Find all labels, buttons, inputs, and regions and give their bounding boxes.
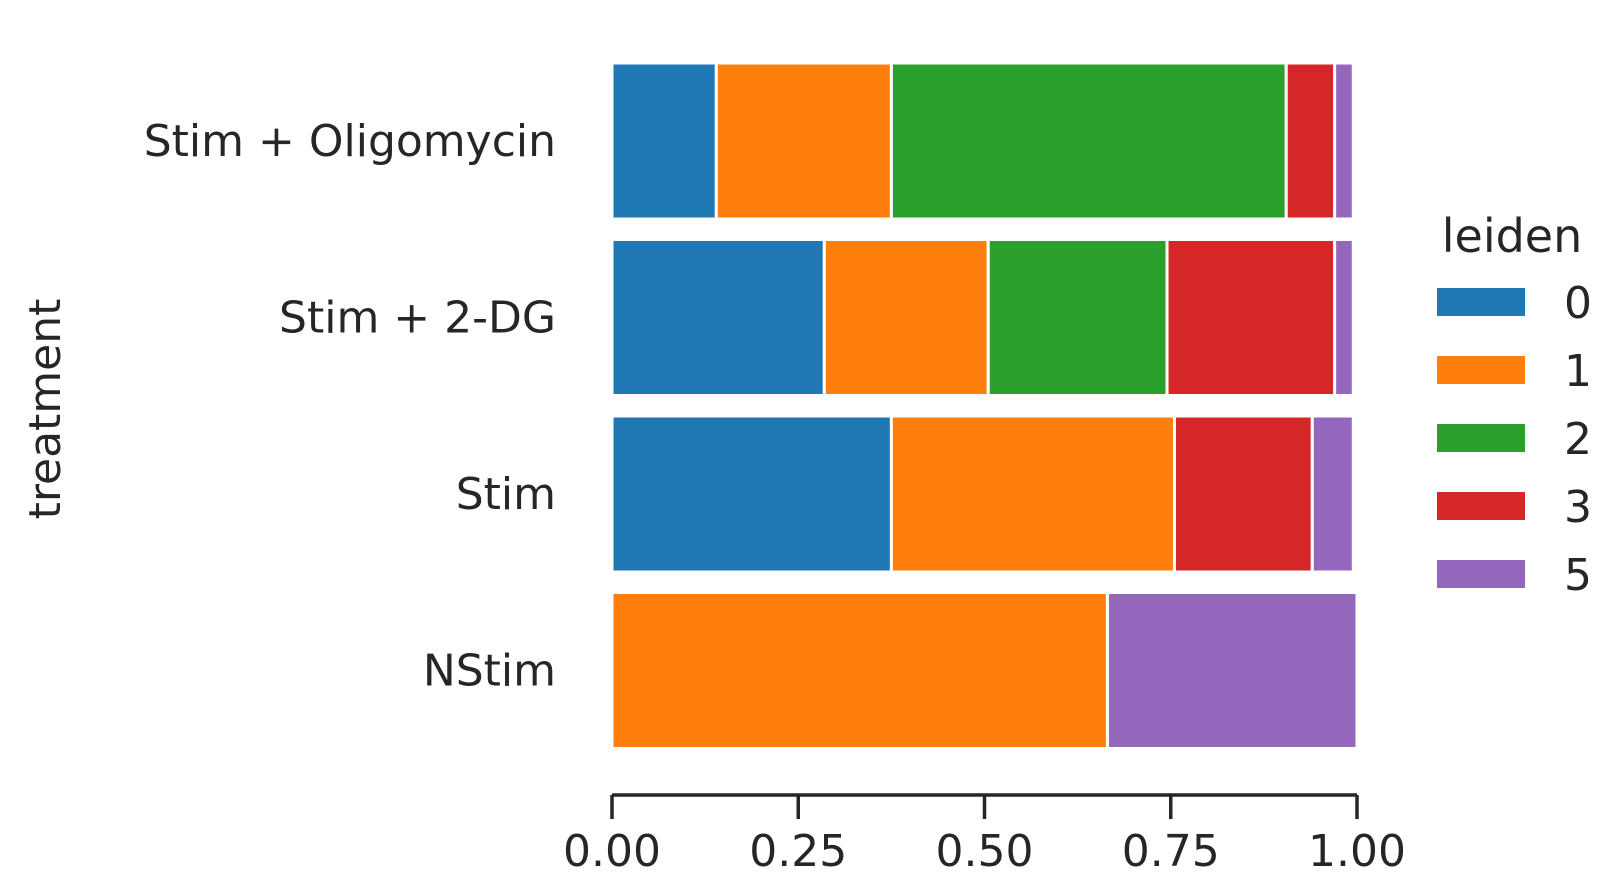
bar-2-series-3 xyxy=(1172,414,1314,574)
bar-1-series-2 xyxy=(986,238,1169,397)
legend-swatch-0 xyxy=(1437,288,1525,316)
x-axis: 0.00 0.25 0.50 0.75 1.00 xyxy=(563,793,1406,877)
bars-group xyxy=(610,61,1359,750)
legend-swatch-2 xyxy=(1437,424,1525,452)
y-tick-label: Stim + 2-DG xyxy=(279,293,556,344)
bar-1-series-0 xyxy=(610,238,826,397)
bar-2-series-1 xyxy=(889,414,1176,574)
bar-3-series-5 xyxy=(1105,591,1359,750)
bar-2-series-5 xyxy=(1310,414,1355,574)
y-tick-labels: Stim + Oligomycin Stim + 2-DG Stim NStim xyxy=(144,116,556,697)
y-tick-label: Stim xyxy=(456,469,556,520)
bar-0-series-0 xyxy=(610,61,718,221)
legend-label-2: 2 xyxy=(1564,414,1592,465)
bar-1-series-3 xyxy=(1165,238,1337,397)
bar-0-series-5 xyxy=(1333,61,1355,221)
x-tick-label: 0.50 xyxy=(936,826,1034,877)
y-tick-label: NStim xyxy=(423,646,556,697)
legend: leiden 0 1 2 3 5 xyxy=(1437,209,1592,601)
bar-1-series-5 xyxy=(1333,238,1355,397)
legend-title: leiden xyxy=(1442,209,1583,263)
x-tick-label: 0.75 xyxy=(1122,826,1220,877)
bar-2-series-0 xyxy=(610,414,893,574)
bar-0-series-1 xyxy=(714,61,893,221)
bar-0-series-3 xyxy=(1284,61,1337,221)
bar-3-series-1 xyxy=(610,591,1109,750)
legend-swatch-5 xyxy=(1437,560,1525,588)
legend-swatch-3 xyxy=(1437,492,1525,520)
legend-label-0: 0 xyxy=(1564,278,1592,329)
legend-label-3: 3 xyxy=(1564,482,1592,533)
y-tick-label: Stim + Oligomycin xyxy=(144,116,556,167)
x-tick-label: 0.25 xyxy=(749,826,847,877)
legend-swatch-1 xyxy=(1437,356,1525,384)
legend-label-1: 1 xyxy=(1564,346,1592,397)
legend-label-5: 5 xyxy=(1564,550,1592,601)
x-tick-label: 0.00 xyxy=(563,826,661,877)
bar-0-series-2 xyxy=(889,61,1288,221)
x-tick-label: 1.00 xyxy=(1308,826,1406,877)
bar-1-series-1 xyxy=(822,238,990,397)
y-axis-label: treatment xyxy=(20,299,71,520)
